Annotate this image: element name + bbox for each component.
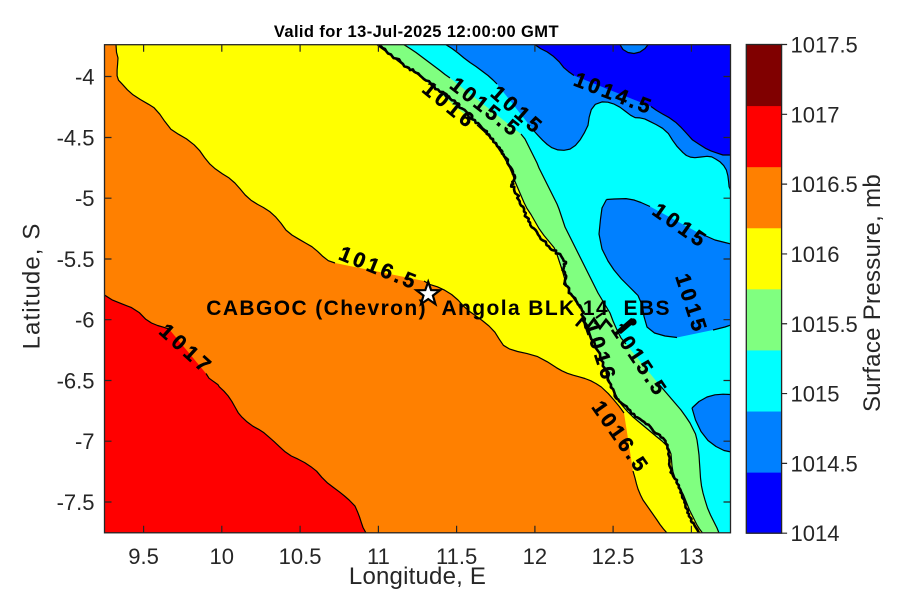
svg-text:1014: 1014 — [791, 521, 840, 546]
svg-text:CABGOC (Chevron) Angola BLK 1: CABGOC (Chevron) Angola BLK 14 EBS — [206, 297, 671, 320]
svg-text:9.5: 9.5 — [128, 544, 159, 569]
svg-text:-4.5: -4.5 — [57, 126, 95, 151]
svg-text:Valid for 13-Jul-2025 12:00:00: Valid for 13-Jul-2025 12:00:00 GMT — [274, 23, 559, 41]
svg-text:-4: -4 — [75, 65, 95, 90]
svg-text:-6.5: -6.5 — [57, 369, 95, 394]
svg-text:-6: -6 — [75, 308, 95, 333]
svg-text:1015: 1015 — [791, 382, 840, 407]
svg-text:Longitude, E: Longitude, E — [349, 563, 486, 590]
svg-text:-7: -7 — [75, 429, 95, 454]
svg-text:1015.5: 1015.5 — [791, 312, 858, 337]
svg-text:1016.5: 1016.5 — [791, 172, 858, 197]
svg-text:1017.5: 1017.5 — [791, 33, 858, 58]
svg-text:1014.5: 1014.5 — [791, 451, 858, 476]
svg-text:10.5: 10.5 — [279, 544, 322, 569]
svg-text:13: 13 — [679, 544, 703, 569]
svg-text:12.5: 12.5 — [592, 544, 635, 569]
svg-text:-7.5: -7.5 — [57, 490, 95, 515]
svg-text:11: 11 — [367, 544, 390, 569]
svg-text:1016: 1016 — [791, 242, 840, 267]
svg-text:-5.5: -5.5 — [57, 247, 95, 272]
svg-text:12: 12 — [523, 544, 547, 569]
svg-text:11.5: 11.5 — [436, 544, 477, 569]
svg-text:10: 10 — [210, 544, 234, 569]
svg-text:Latitude, S: Latitude, S — [19, 223, 46, 350]
svg-text:1017: 1017 — [791, 102, 840, 127]
svg-text:-5: -5 — [75, 186, 95, 211]
svg-text:Surface Pressure, mb: Surface Pressure, mb — [859, 174, 886, 412]
